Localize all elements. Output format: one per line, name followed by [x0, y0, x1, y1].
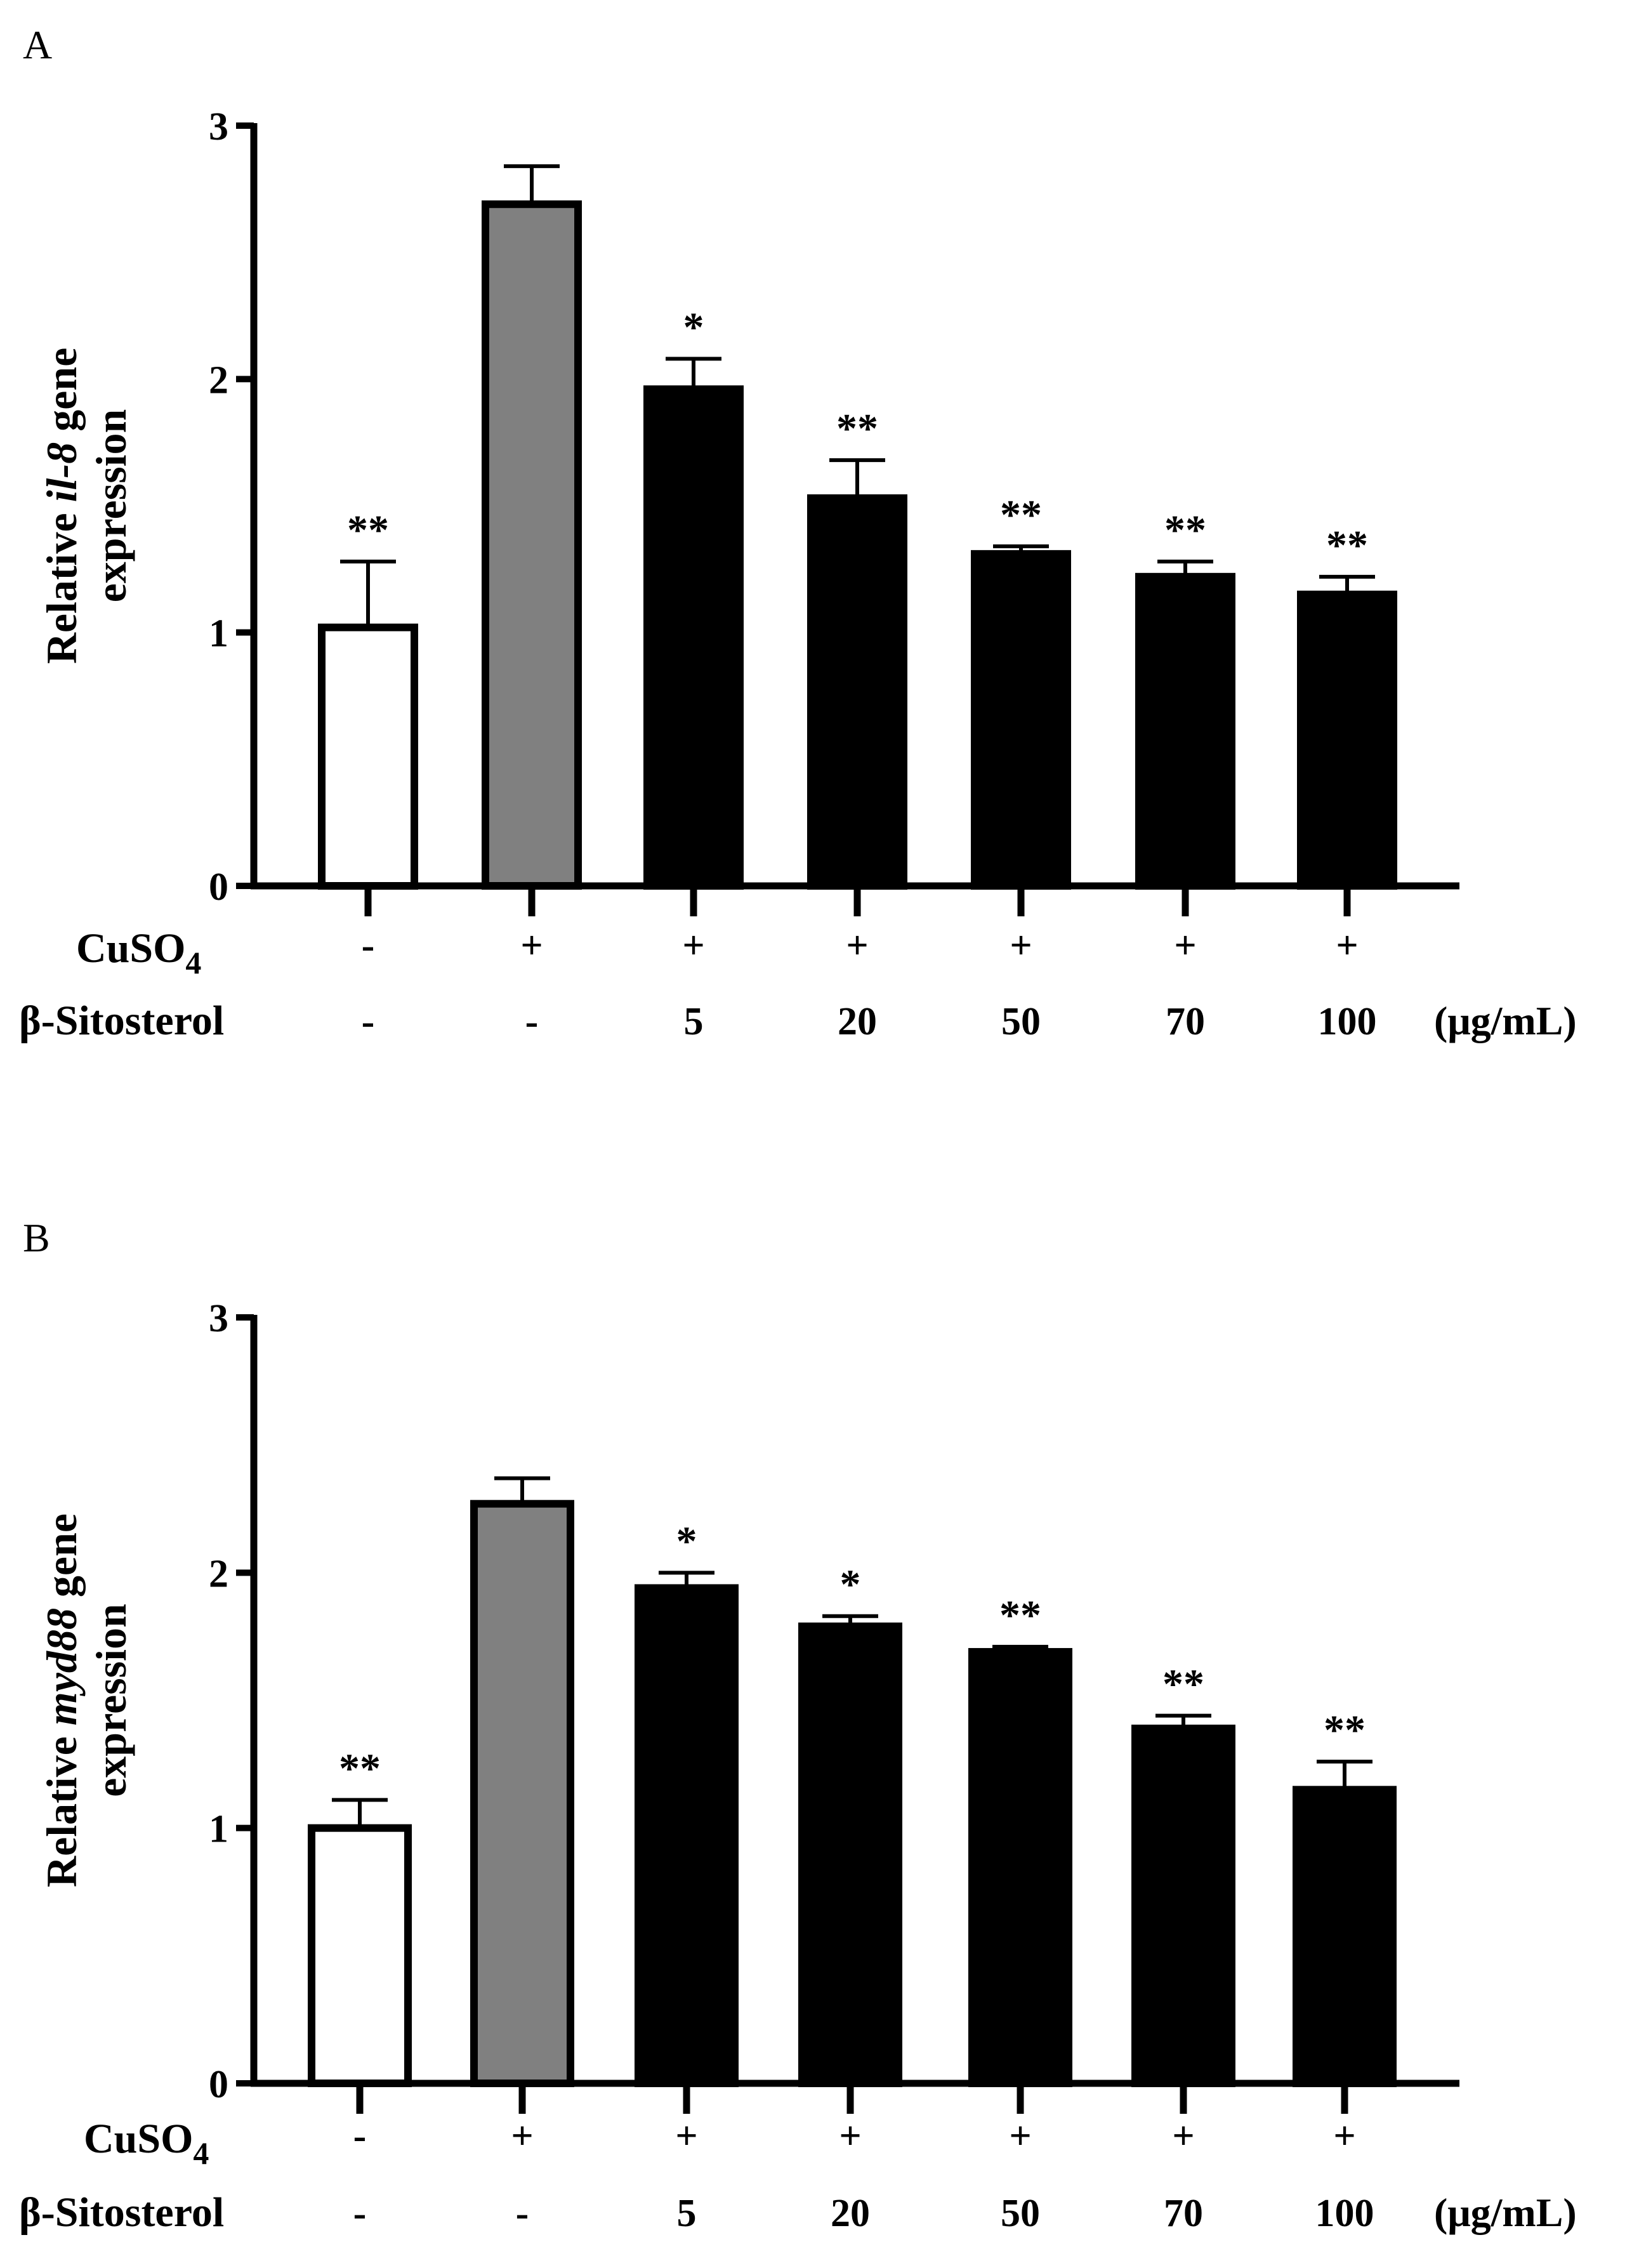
bar-cuso4	[470, 1500, 574, 2088]
cuso4-value: +	[1010, 924, 1032, 967]
unit-label: (μg/mL)	[1434, 998, 1577, 1043]
sitosterol-value: 20	[831, 2192, 870, 2235]
y-tick-label: 3	[209, 105, 228, 148]
y-tick-label: 2	[209, 1552, 228, 1595]
sitosterol-value: 50	[1001, 2192, 1040, 2235]
cuso4-value: +	[839, 2114, 861, 2158]
y-axis-label-prefix: Relative	[37, 502, 86, 664]
sitosterol-value: -	[516, 2192, 529, 2235]
y-axis-label-suffix: gene	[37, 348, 86, 442]
cuso4-value: +	[1336, 924, 1358, 967]
sitosterol-value: 50	[1001, 1000, 1041, 1043]
cuso4-value: -	[362, 924, 375, 967]
y-axis-label: Relative il-8 geneexpression	[37, 348, 135, 664]
y-tick-label: 1	[209, 1808, 228, 1851]
cuso4-value: +	[1172, 2114, 1194, 2158]
cuso4-value: +	[1174, 924, 1196, 967]
bar-50	[971, 550, 1071, 890]
bar-50	[968, 1648, 1072, 2087]
bar-20	[807, 494, 907, 890]
sitosterol-value: -	[525, 1000, 539, 1043]
cuso4-value: +	[846, 924, 868, 967]
significance-label: **	[1000, 492, 1042, 538]
significance-label: *	[676, 1518, 697, 1564]
row-label-sitosterol: β-Sitosterol	[19, 998, 224, 1044]
y-tick-label: 1	[209, 612, 228, 656]
bar-cuso4	[482, 200, 582, 890]
significance-label: **	[1162, 1661, 1204, 1708]
sitosterol-value: 70	[1166, 1000, 1205, 1043]
row-label-cuso4: CuSO4	[76, 925, 201, 980]
y-axis-label-line2: expression	[87, 409, 135, 603]
bar-control	[308, 1824, 412, 2088]
row-label-cuso4-text: CuSO	[76, 925, 185, 972]
y-axis-label-prefix: Relative	[37, 1725, 86, 1887]
significance-label: **	[1324, 1707, 1366, 1753]
y-axis-label-suffix: gene	[37, 1513, 86, 1608]
sitosterol-value: 20	[838, 1000, 877, 1043]
y-tick-label: 2	[209, 359, 228, 402]
bar-100	[1297, 590, 1397, 890]
cuso4-value: -	[353, 2114, 367, 2158]
significance-label: **	[836, 405, 878, 452]
sitosterol-value: 5	[684, 1000, 704, 1043]
cuso4-value: +	[520, 924, 543, 967]
significance-label: *	[840, 1562, 861, 1608]
cuso4-value: +	[511, 2114, 533, 2158]
significance-label: **	[999, 1592, 1041, 1638]
sitosterol-value: 70	[1164, 2192, 1203, 2235]
row-label-cuso4: CuSO4	[84, 2116, 209, 2171]
bar-5	[635, 1584, 739, 2088]
cuso4-value: +	[675, 2114, 697, 2158]
sitosterol-value: -	[362, 1000, 375, 1043]
y-tick-label: 0	[209, 2063, 228, 2106]
y-axis-label: Relative myd88 geneexpression	[37, 1513, 135, 1887]
y-tick-label: 3	[209, 1297, 228, 1340]
sitosterol-value: -	[353, 2192, 367, 2235]
y-axis-label-gene: il-8	[37, 442, 86, 502]
bar-5	[643, 385, 744, 890]
significance-label: *	[683, 304, 704, 350]
y-axis-label-gene: myd88	[37, 1608, 86, 1725]
row-label-cuso4-subscript: 4	[193, 2135, 209, 2171]
unit-label: (μg/mL)	[1434, 2190, 1577, 2235]
significance-label: **	[347, 507, 389, 553]
bar-70	[1131, 1724, 1235, 2087]
y-tick-label: 0	[209, 866, 228, 909]
significance-label: **	[1326, 522, 1368, 569]
y-axis-label-line2: expression	[87, 1604, 135, 1797]
cuso4-value: +	[682, 924, 704, 967]
significance-label: **	[1164, 507, 1206, 553]
sitosterol-value: 100	[1315, 2192, 1374, 2235]
panel-label: B	[23, 1215, 50, 1260]
sitosterol-value: 100	[1318, 1000, 1377, 1043]
cuso4-value: +	[1333, 2114, 1355, 2158]
row-label-sitosterol: β-Sitosterol	[19, 2189, 224, 2236]
bar-20	[798, 1622, 902, 2087]
row-label-cuso4-subscript: 4	[185, 945, 201, 980]
bar-control	[318, 623, 418, 890]
sitosterol-value: 5	[677, 2192, 697, 2235]
panel-label: A	[23, 22, 52, 67]
significance-label: **	[339, 1745, 381, 1791]
cuso4-value: +	[1009, 2114, 1031, 2158]
row-label-cuso4-text: CuSO	[84, 2116, 193, 2162]
bar-70	[1135, 572, 1235, 890]
bar-100	[1293, 1786, 1397, 2087]
